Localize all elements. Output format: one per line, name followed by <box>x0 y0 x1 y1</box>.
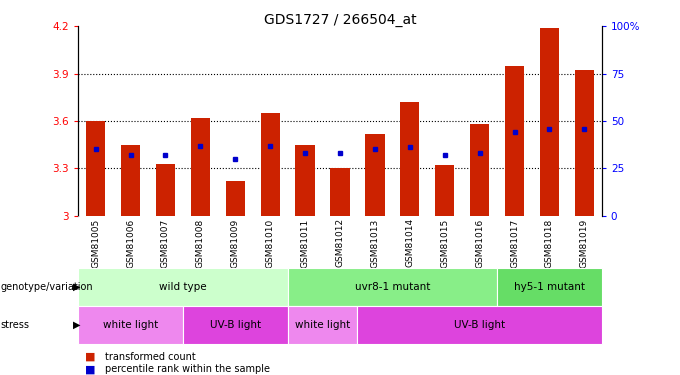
Text: white light: white light <box>295 320 350 330</box>
Bar <box>156 164 175 216</box>
Bar <box>296 145 315 216</box>
Text: hy5-1 mutant: hy5-1 mutant <box>514 282 585 292</box>
Text: UV-B light: UV-B light <box>454 320 505 330</box>
Text: ▶: ▶ <box>73 320 81 330</box>
Bar <box>365 134 384 216</box>
Bar <box>191 118 210 216</box>
Bar <box>288 306 358 344</box>
Text: UV-B light: UV-B light <box>209 320 261 330</box>
Text: GSM81006: GSM81006 <box>126 218 135 267</box>
Text: transformed count: transformed count <box>105 352 196 362</box>
Bar <box>575 70 594 216</box>
Text: stress: stress <box>1 320 30 330</box>
Text: wild type: wild type <box>159 282 207 292</box>
Text: GSM81018: GSM81018 <box>545 218 554 267</box>
Bar <box>330 168 350 216</box>
Bar <box>86 121 105 216</box>
Bar <box>540 28 559 216</box>
Bar <box>78 268 288 306</box>
Bar <box>288 268 497 306</box>
Text: GSM81014: GSM81014 <box>405 218 414 267</box>
Text: GSM81016: GSM81016 <box>475 218 484 267</box>
Text: GSM81009: GSM81009 <box>231 218 240 267</box>
Text: ▶: ▶ <box>73 282 81 292</box>
Text: GSM81005: GSM81005 <box>91 218 100 267</box>
Bar <box>401 102 420 216</box>
Text: GSM81011: GSM81011 <box>301 218 309 267</box>
Bar <box>470 124 489 216</box>
Text: GDS1727 / 266504_at: GDS1727 / 266504_at <box>264 13 416 27</box>
Text: GSM81010: GSM81010 <box>266 218 275 267</box>
Bar <box>505 66 524 216</box>
Text: GSM81015: GSM81015 <box>440 218 449 267</box>
Bar <box>260 113 279 216</box>
Text: GSM81019: GSM81019 <box>580 218 589 267</box>
Text: percentile rank within the sample: percentile rank within the sample <box>105 364 271 374</box>
Bar <box>497 268 602 306</box>
Bar <box>226 181 245 216</box>
Text: GSM81017: GSM81017 <box>510 218 519 267</box>
Text: uvr8-1 mutant: uvr8-1 mutant <box>355 282 430 292</box>
Bar <box>121 145 140 216</box>
Bar <box>78 306 183 344</box>
Text: GSM81012: GSM81012 <box>335 218 345 267</box>
Text: GSM81013: GSM81013 <box>371 218 379 267</box>
Text: GSM81007: GSM81007 <box>161 218 170 267</box>
Text: ■: ■ <box>85 352 95 362</box>
Text: ■: ■ <box>85 364 95 374</box>
Text: white light: white light <box>103 320 158 330</box>
Text: genotype/variation: genotype/variation <box>1 282 93 292</box>
Bar <box>183 306 288 344</box>
Bar <box>435 165 454 216</box>
Bar <box>358 306 602 344</box>
Text: GSM81008: GSM81008 <box>196 218 205 267</box>
